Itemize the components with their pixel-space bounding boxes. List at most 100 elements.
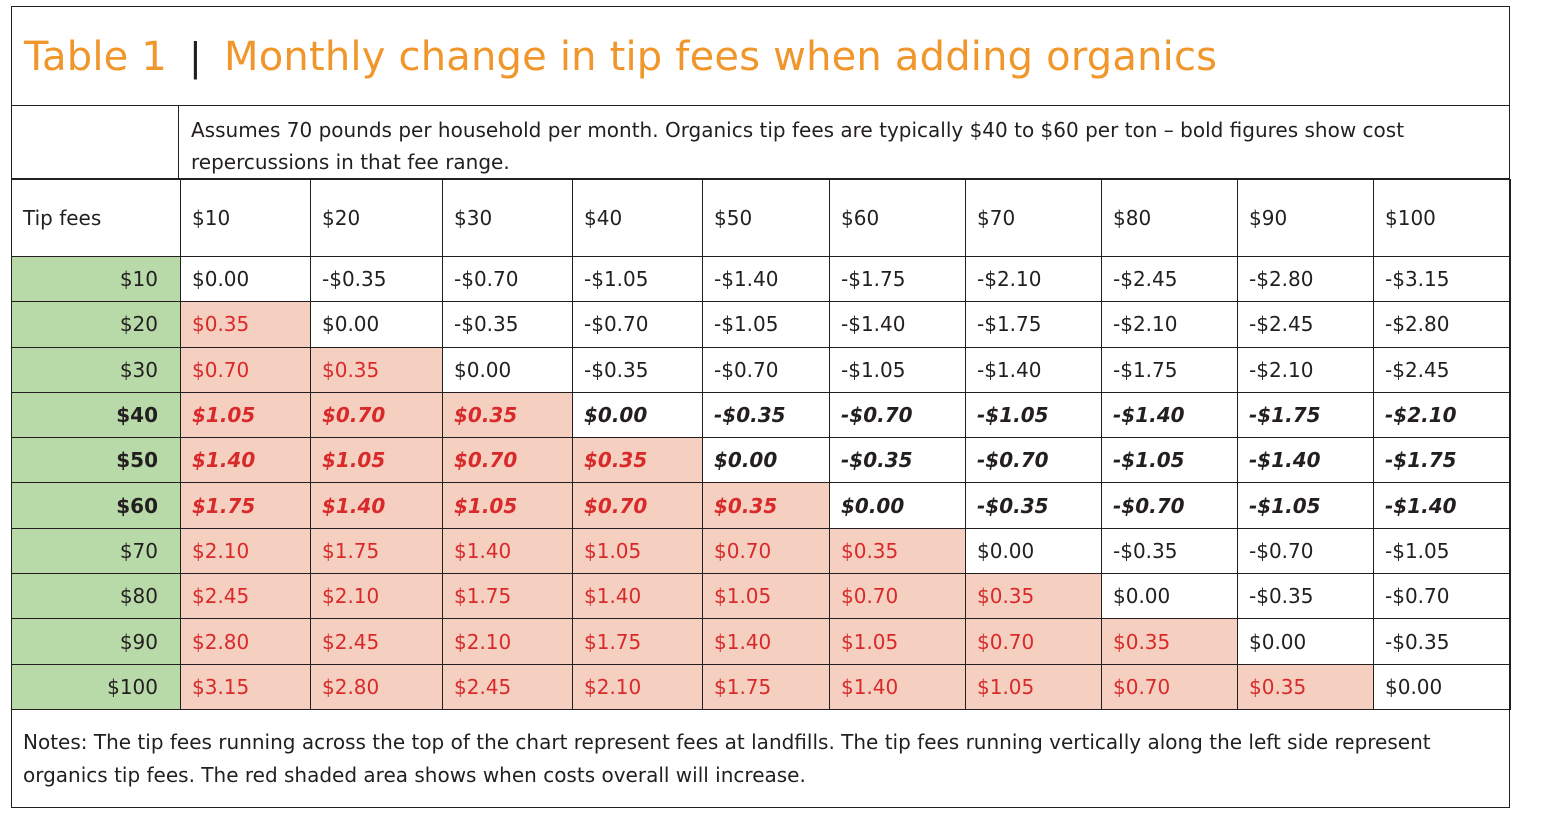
increase-cell: $2.10 — [572, 663, 703, 710]
row-label: $30 — [11, 346, 181, 393]
table-cell: -$0.35 — [572, 346, 703, 393]
increase-cell: $1.75 — [572, 618, 703, 665]
increase-cell: $2.80 — [310, 663, 443, 710]
table-cell: -$0.70 — [1373, 573, 1511, 620]
column-header: $40 — [572, 179, 703, 257]
increase-cell: $1.05 — [572, 527, 703, 575]
increase-cell: $1.75 — [180, 482, 311, 529]
increase-cell: $0.70 — [180, 346, 311, 393]
increase-cell: $1.05 — [702, 573, 830, 620]
increase-cell: $1.05 — [442, 482, 573, 529]
increase-cell: $0.70 — [829, 573, 966, 620]
increase-cell: $1.40 — [180, 437, 311, 484]
table-cell: -$0.70 — [1237, 527, 1374, 575]
table-cell: -$1.40 — [1101, 391, 1238, 439]
increase-cell: $2.10 — [310, 573, 443, 620]
increase-cell: $0.35 — [180, 301, 311, 348]
increase-cell: $0.35 — [572, 437, 703, 484]
table-cell: -$0.70 — [1101, 482, 1238, 529]
table-cell: -$0.70 — [829, 391, 966, 439]
increase-cell: $1.40 — [310, 482, 443, 529]
table-cell: -$2.45 — [1237, 301, 1374, 348]
table-cell: $0.00 — [965, 527, 1102, 575]
table-row: $20 $0.35 $0.00 -$0.35 -$0.70 -$1.05 -$1.40 -$1… — [11, 301, 1511, 348]
table-cell: -$1.05 — [829, 346, 966, 393]
table-cell: -$2.10 — [965, 255, 1102, 303]
assumptions-text: Assumes 70 pounds per household per mont… — [191, 118, 1405, 174]
table-cell: -$1.05 — [965, 391, 1102, 439]
increase-cell: $1.40 — [829, 663, 966, 710]
increase-cell: $1.75 — [702, 663, 830, 710]
table-cell: -$2.80 — [1373, 301, 1511, 348]
increase-cell: $0.35 — [442, 391, 573, 439]
corner-label: Tip fees — [11, 179, 181, 257]
increase-cell: $1.40 — [442, 527, 573, 575]
table-cell: -$1.40 — [702, 255, 830, 303]
table-row: $90 $2.80 $2.45 $2.10 $1.75 $1.40 $1.05 $0.70 $0… — [11, 618, 1511, 665]
increase-cell: $1.05 — [829, 618, 966, 665]
increase-cell: $1.05 — [180, 391, 311, 439]
table-cell: -$2.45 — [1101, 255, 1238, 303]
table-cell: -$1.05 — [1101, 437, 1238, 484]
table-cell: $0.00 — [702, 437, 830, 484]
column-header: $70 — [965, 179, 1102, 257]
table-row: $50 $1.40 $1.05 $0.70 $0.35 $0.00 -$0.35 -$0.70… — [11, 437, 1511, 484]
table-cell: -$0.35 — [1373, 618, 1511, 665]
row-label: $40 — [11, 391, 181, 439]
table-cell: -$0.70 — [572, 301, 703, 348]
row-label: $90 — [11, 618, 181, 665]
increase-cell: $0.35 — [310, 346, 443, 393]
table-cell: -$2.80 — [1237, 255, 1374, 303]
table-cell: -$1.40 — [829, 301, 966, 348]
increase-cell: $2.10 — [180, 527, 311, 575]
row-label: $10 — [11, 255, 181, 303]
table-notes: Notes: The tip fees running across the t… — [23, 730, 1431, 787]
column-header: $90 — [1237, 179, 1374, 257]
page-title: Table 1 | Monthly change in tip fees when … — [24, 34, 1217, 80]
table-cell: $0.00 — [1373, 663, 1511, 710]
table-cell: -$1.75 — [1101, 346, 1238, 393]
increase-cell: $0.70 — [572, 482, 703, 529]
increase-cell: $0.70 — [702, 527, 830, 575]
table-cell: -$0.70 — [442, 255, 573, 303]
table-cell: -$0.70 — [702, 346, 830, 393]
table-cell: -$0.35 — [965, 482, 1102, 529]
increase-cell: $2.45 — [310, 618, 443, 665]
increase-cell: $2.10 — [442, 618, 573, 665]
table-row: $80 $2.45 $2.10 $1.75 $1.40 $1.05 $0.70 $0.35 $0… — [11, 573, 1511, 620]
row-label: $50 — [11, 437, 181, 484]
table-cell: -$1.75 — [1237, 391, 1374, 439]
table-number: Table 1 — [24, 34, 168, 80]
title-separator: | — [189, 35, 203, 79]
tip-fee-table: Tip fees $10 $20 $30 $40 $50 $60 $70 $80 $90 $100 $… — [11, 179, 1511, 710]
table-cell: -$0.35 — [829, 437, 966, 484]
table-cell: $0.00 — [310, 301, 443, 348]
increase-cell: $0.35 — [1237, 663, 1374, 710]
table-cell: $0.00 — [180, 255, 311, 303]
row-label: $70 — [11, 527, 181, 575]
table-row: $10 $0.00 -$0.35 -$0.70 -$1.05 -$1.40 -$1.75 -$… — [11, 255, 1511, 303]
table-cell: -$2.10 — [1237, 346, 1374, 393]
table-row: $70 $2.10 $1.75 $1.40 $1.05 $0.70 $0.35 $0.00 -$… — [11, 527, 1511, 575]
table-cell: -$0.70 — [965, 437, 1102, 484]
table-cell: -$3.15 — [1373, 255, 1511, 303]
table-cell: -$1.75 — [965, 301, 1102, 348]
table-cell: $0.00 — [1237, 618, 1374, 665]
increase-cell: $1.05 — [965, 663, 1102, 710]
table-title-bar: Table 1 | Monthly change in tip fees when … — [11, 6, 1510, 106]
table-cell: -$1.40 — [965, 346, 1102, 393]
increase-cell: $2.80 — [180, 618, 311, 665]
table-cell: -$1.05 — [1237, 482, 1374, 529]
column-header: $100 — [1373, 179, 1511, 257]
table-cell: -$1.75 — [829, 255, 966, 303]
increase-cell: $0.70 — [442, 437, 573, 484]
increase-cell: $0.35 — [1101, 618, 1238, 665]
row-label: $80 — [11, 573, 181, 620]
column-header: $60 — [829, 179, 966, 257]
table-title: Monthly change in tip fees when adding o… — [224, 34, 1218, 80]
increase-cell: $3.15 — [180, 663, 311, 710]
column-header: $80 — [1101, 179, 1238, 257]
table-cell: $0.00 — [442, 346, 573, 393]
table-header-row: Tip fees $10 $20 $30 $40 $50 $60 $70 $80 $90 $100 — [11, 179, 1511, 257]
increase-cell: $0.35 — [965, 573, 1102, 620]
